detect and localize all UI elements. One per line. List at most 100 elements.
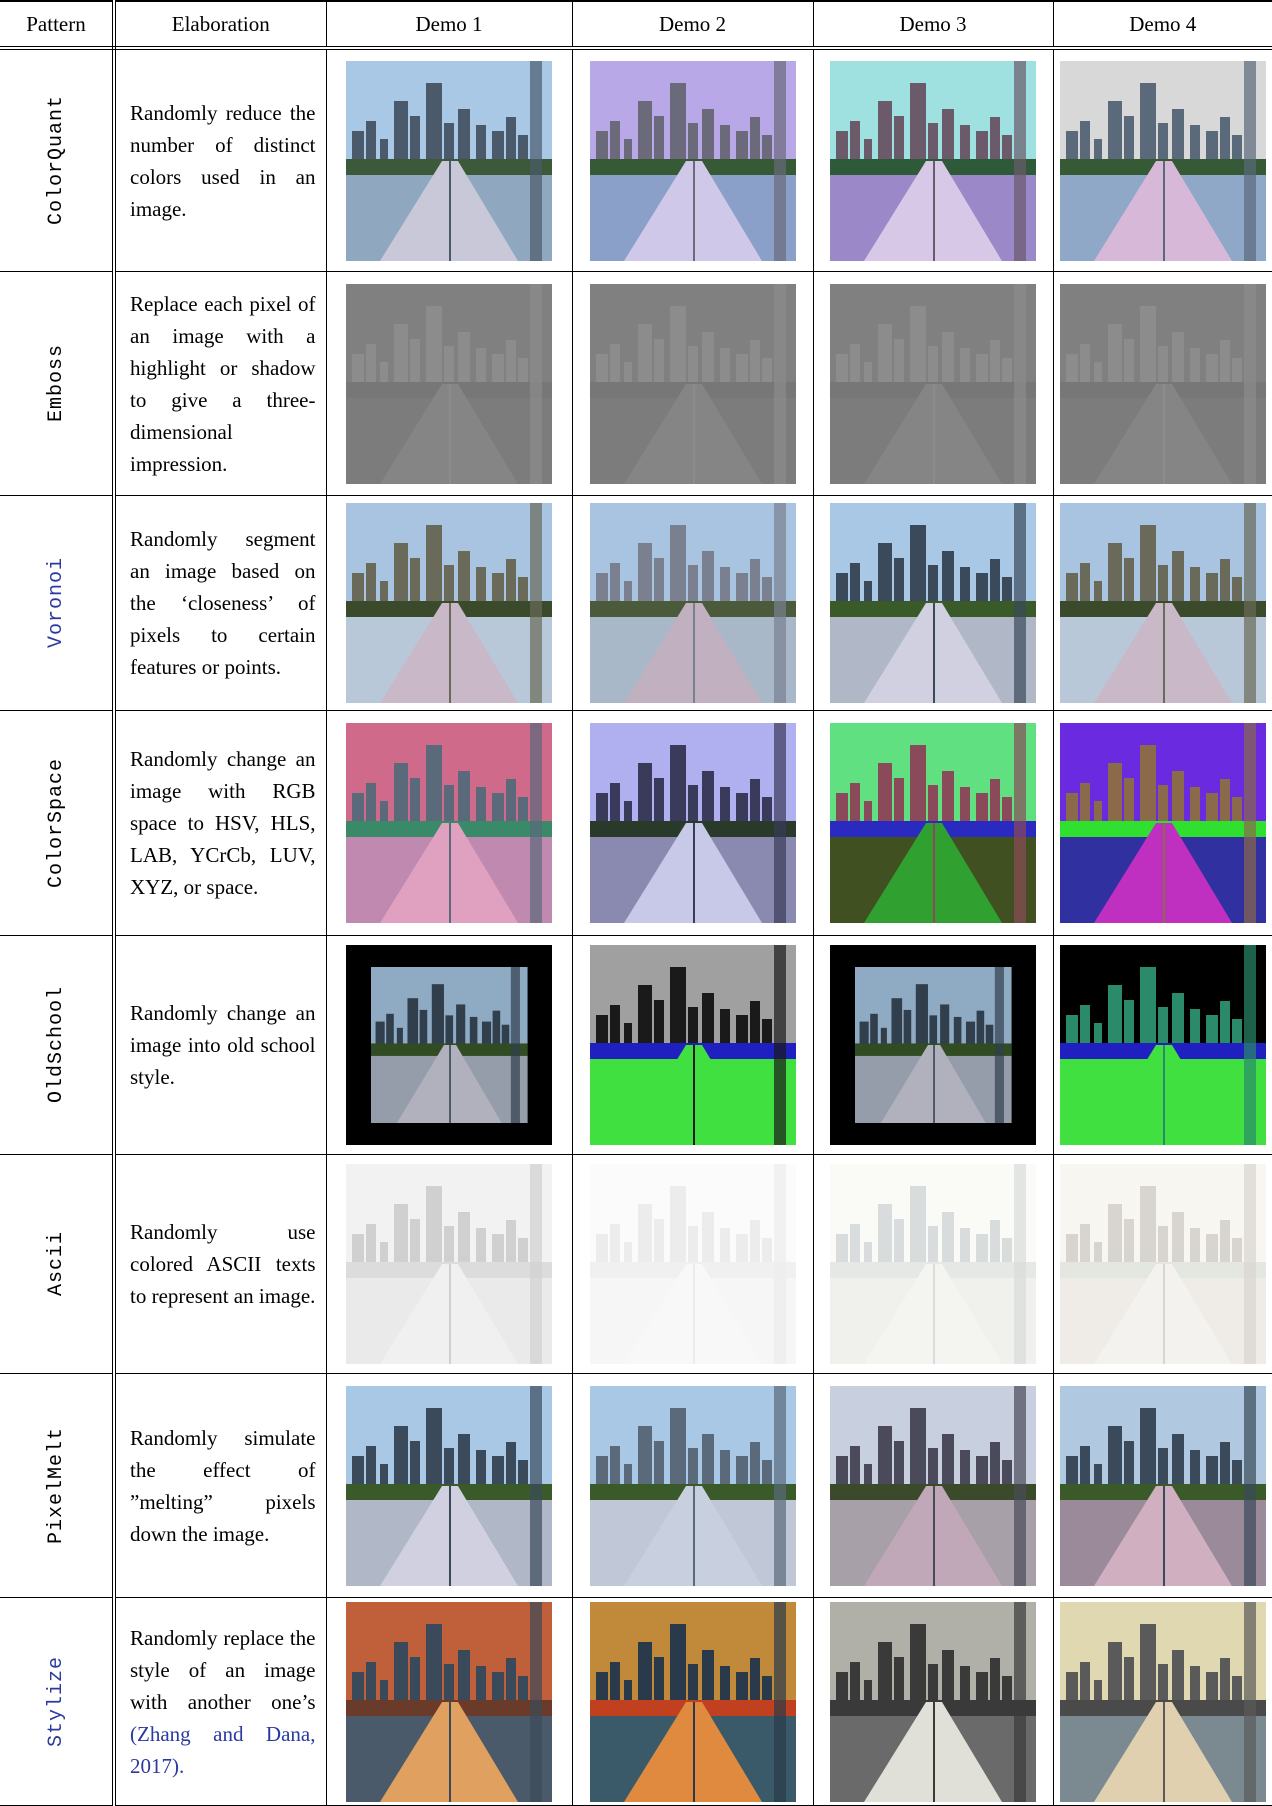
building: [894, 338, 904, 396]
building: [458, 1433, 470, 1498]
building: [394, 100, 408, 173]
building: [850, 563, 860, 615]
column-header: Demo 3: [812, 0, 1054, 50]
pole: [1243, 945, 1256, 1145]
building: [1139, 967, 1156, 1057]
building: [960, 1449, 970, 1498]
building: [375, 1021, 385, 1055]
building: [1231, 1675, 1242, 1714]
column-header: Elaboration: [113, 0, 327, 50]
pole: [773, 60, 786, 261]
demo-cell: [812, 710, 1054, 936]
building: [1093, 801, 1102, 835]
demo-cell: [812, 271, 1054, 496]
building: [476, 347, 486, 396]
building: [761, 1675, 772, 1714]
building: [458, 1212, 470, 1276]
building: [1157, 1447, 1168, 1498]
demo-image: [830, 503, 1036, 703]
building: [687, 785, 698, 835]
building: [910, 1407, 926, 1498]
building: [1002, 577, 1012, 615]
building: [506, 1220, 516, 1276]
building: [928, 565, 938, 615]
pole: [510, 967, 520, 1123]
building: [701, 1212, 714, 1276]
demo-image: [589, 60, 796, 261]
building: [506, 339, 516, 396]
building: [719, 1228, 730, 1276]
pole: [773, 1385, 786, 1586]
building: [1219, 1220, 1230, 1276]
building: [1107, 1204, 1122, 1276]
building: [458, 771, 470, 835]
building: [749, 116, 760, 173]
building: [701, 551, 714, 615]
column-header: Demo 2: [571, 0, 814, 50]
building: [1002, 797, 1012, 835]
building: [653, 778, 664, 835]
building: [687, 1447, 698, 1498]
building: [444, 1447, 454, 1498]
building: [960, 1228, 970, 1276]
pole: [1243, 60, 1256, 261]
pole: [773, 1601, 786, 1802]
building: [1079, 563, 1090, 615]
building: [985, 1024, 994, 1055]
building: [637, 1204, 652, 1276]
demo-image: [1059, 723, 1266, 923]
building: [623, 1023, 632, 1057]
pole: [1014, 503, 1026, 703]
pattern-wrap: Stylize: [0, 1598, 112, 1805]
building: [669, 967, 686, 1057]
building: [990, 779, 1000, 835]
building: [1002, 357, 1012, 396]
building: [1171, 1212, 1184, 1276]
table-row: PixelMelt Randomly simulate the effect of…: [0, 1373, 1272, 1598]
pattern-name: Voronoi: [44, 557, 68, 649]
building: [1231, 1459, 1242, 1498]
building: [1093, 1023, 1102, 1057]
building: [1171, 771, 1184, 835]
demo-image: [830, 1385, 1036, 1586]
column-header: Demo 4: [1052, 0, 1272, 50]
elaboration-cell: Randomly segment an image based on the ‘…: [113, 495, 327, 711]
demo-cell: [325, 1373, 573, 1598]
pole: [530, 60, 542, 261]
building: [960, 1665, 970, 1714]
building: [953, 1016, 962, 1055]
building: [506, 559, 516, 615]
building: [894, 778, 904, 835]
building: [637, 763, 652, 835]
pole: [530, 1164, 542, 1364]
building: [445, 1015, 454, 1055]
building: [1107, 763, 1122, 835]
building: [878, 763, 892, 835]
building: [1171, 551, 1184, 615]
pole: [1014, 1601, 1026, 1802]
building: [965, 1021, 976, 1055]
building: [1189, 1228, 1200, 1276]
column-header: Pattern: [0, 0, 116, 50]
building: [1139, 1407, 1156, 1498]
building: [878, 1641, 892, 1714]
building: [1171, 108, 1184, 173]
elaboration-cell: Randomly simulate the effect of ”melting…: [113, 1373, 327, 1598]
building: [431, 984, 444, 1055]
demo-cell: [571, 710, 814, 936]
pattern-wrap: Emboss: [0, 272, 112, 495]
pole: [773, 503, 786, 703]
pattern-wrap: ColorSpace: [0, 711, 112, 935]
pole: [530, 283, 542, 484]
building: [850, 343, 860, 396]
building: [1171, 331, 1184, 396]
building: [894, 1440, 904, 1498]
building: [444, 1226, 454, 1276]
building: [749, 779, 760, 835]
building: [701, 771, 714, 835]
pole: [1243, 1601, 1256, 1802]
building: [444, 565, 454, 615]
building: [609, 563, 620, 615]
building: [761, 577, 772, 615]
